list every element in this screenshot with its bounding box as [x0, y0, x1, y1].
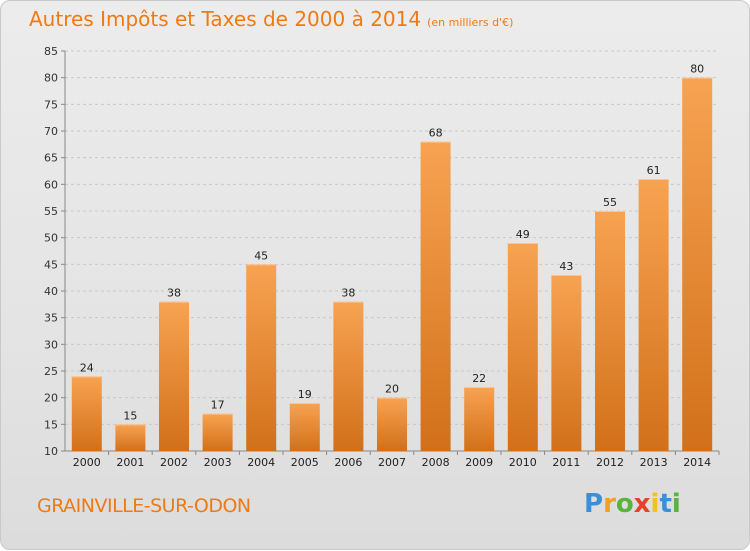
bar — [289, 403, 320, 451]
y-tick-label: 70 — [44, 125, 58, 138]
x-tick-label: 2013 — [640, 456, 668, 469]
x-tick-label: 2014 — [683, 456, 711, 469]
bar-value-label: 80 — [690, 63, 704, 76]
y-tick-label: 80 — [44, 72, 58, 85]
x-tick-label: 2001 — [116, 456, 144, 469]
bar-value-label: 15 — [123, 409, 137, 422]
logo-letter: i — [650, 489, 660, 519]
labels: 10 15 20 25 30 35 40 45 50 55 60 65 70 75 80 85 24 2000 15… — [44, 45, 711, 469]
bar-value-label: 49 — [516, 228, 530, 241]
bar-value-label: 38 — [341, 287, 355, 300]
y-tick-label: 65 — [44, 152, 58, 165]
bar — [595, 211, 625, 451]
x-tick-label: 2004 — [247, 456, 275, 469]
y-tick-label: 10 — [44, 445, 58, 458]
commune-name: GRAINVILLE-SUR-ODON — [37, 495, 251, 517]
bar-value-label: 19 — [298, 388, 312, 401]
logo-letter: t — [659, 489, 672, 519]
x-tick-label: 2011 — [552, 456, 580, 469]
bar — [551, 275, 582, 451]
bar — [202, 413, 233, 451]
x-tick-label: 2012 — [596, 456, 624, 469]
x-tick-label: 2003 — [204, 456, 232, 469]
y-tick-label: 40 — [44, 285, 58, 298]
bar — [638, 179, 669, 451]
bar-value-label: 24 — [80, 361, 94, 374]
x-tick-label: 2009 — [465, 456, 493, 469]
bars — [71, 77, 713, 452]
bar-value-label: 68 — [429, 127, 443, 140]
bar — [464, 387, 495, 451]
bar-value-label: 38 — [167, 287, 181, 300]
bar — [115, 424, 146, 451]
y-tick-label: 45 — [44, 258, 58, 271]
bar-value-label: 43 — [559, 260, 573, 273]
y-tick-label: 25 — [44, 365, 58, 378]
y-tick-label: 30 — [44, 338, 58, 351]
bar-value-label: 45 — [254, 249, 268, 262]
proxiti-logo: Proxiti — [584, 489, 681, 519]
x-tick-label: 2002 — [160, 456, 188, 469]
chart-title-text: Autres Impôts et Taxes de 2000 à 2014 — [29, 7, 422, 31]
bar-value-label: 17 — [211, 399, 225, 412]
x-tick-label: 2006 — [334, 456, 362, 469]
logo-letter: o — [615, 489, 634, 519]
x-tick-label: 2008 — [422, 456, 450, 469]
x-tick-label: 2007 — [378, 456, 406, 469]
bar-value-label: 61 — [647, 164, 661, 177]
y-tick-label: 35 — [44, 312, 58, 325]
logo-letter: r — [603, 489, 616, 519]
bar-value-label: 22 — [472, 372, 486, 385]
logo-letter: P — [584, 489, 604, 519]
x-tick-label: 2010 — [509, 456, 537, 469]
logo-letter: x — [633, 489, 651, 519]
bar — [71, 376, 102, 451]
bar-value-label: 20 — [385, 383, 399, 396]
logo-letter: i — [671, 489, 681, 519]
y-tick-label: 15 — [44, 418, 58, 431]
y-tick-label: 85 — [44, 45, 58, 58]
bar — [333, 301, 364, 451]
y-tick-label: 75 — [44, 98, 58, 111]
bar — [682, 77, 713, 452]
y-tick-label: 20 — [44, 392, 58, 405]
y-tick-label: 55 — [44, 205, 58, 218]
chart-subtitle: (en milliers d'€) — [427, 16, 514, 29]
bar — [246, 264, 277, 451]
x-tick-label: 2005 — [291, 456, 319, 469]
bar — [159, 301, 189, 451]
y-tick-label: 50 — [44, 232, 58, 245]
bar — [377, 397, 407, 451]
x-tick-label: 2000 — [73, 456, 101, 469]
bar — [420, 141, 451, 451]
bar-value-label: 55 — [603, 196, 617, 209]
y-tick-label: 60 — [44, 178, 58, 191]
bar — [507, 243, 538, 451]
chart-title: Autres Impôts et Taxes de 2000 à 2014 (en… — [29, 7, 513, 31]
